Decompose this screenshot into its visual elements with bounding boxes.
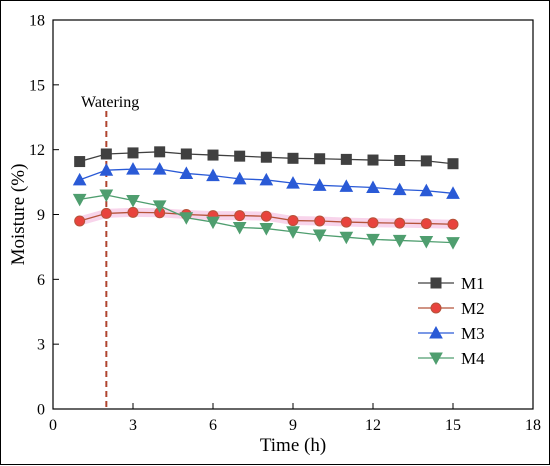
series-m2-point-11 [340, 216, 352, 228]
series-m2-point-9 [287, 215, 299, 227]
series-m2-point-1 [74, 215, 86, 227]
series-m3-point-15 [446, 186, 460, 199]
x-tick-label-6: 6 [209, 417, 217, 434]
y-axis-title: Moisture (%) [8, 164, 29, 266]
legend-entry-m3: M3 [418, 324, 485, 343]
series-m1-point-12 [367, 154, 379, 166]
annotation-layer: Watering [81, 94, 139, 409]
series-m4-point-10 [312, 229, 327, 243]
series-m2-point-14 [420, 218, 432, 230]
series-m3-point-7 [232, 171, 247, 185]
legend-entry-m4: M4 [418, 349, 485, 368]
series-m3-point-2 [99, 163, 114, 176]
series-m4-point-6 [206, 216, 220, 230]
series-m1-point-6 [207, 149, 219, 161]
series-m1-point-2 [100, 148, 112, 160]
series-m3-point-10 [312, 178, 327, 191]
x-tick-label-3: 3 [129, 417, 137, 434]
legend-swatch-marker [429, 325, 443, 339]
series-m3-point-11 [339, 179, 354, 192]
series-m4-point-4 [152, 200, 167, 213]
series-m1-point-10 [314, 153, 326, 165]
y-tick-label-9: 9 [37, 207, 45, 224]
y-tick-label-18: 18 [29, 13, 45, 30]
series-m1-point-1 [74, 156, 86, 168]
axes-layer: 0 3 6 9 12 15 18 0 3 6 9 12 15 18 [29, 13, 541, 435]
y-tick-label-3: 3 [37, 337, 45, 354]
series-m1-point-4 [154, 146, 166, 158]
series-m1-point-9 [287, 152, 299, 164]
annotation-label: Watering [81, 94, 139, 111]
series-m2-point-7 [234, 210, 246, 222]
x-tick-label-12: 12 [365, 417, 381, 434]
series-m1-point-7 [234, 150, 246, 162]
series-m4-point-12 [366, 233, 380, 247]
series-m1-point-3 [127, 147, 139, 159]
series-m2-point-15 [447, 218, 459, 230]
series-m3-point-3 [126, 162, 140, 175]
series-m4-point-9 [286, 226, 300, 239]
series-m3-point-14 [419, 183, 434, 197]
series-m1-point-8 [260, 151, 272, 163]
series-m4-point-14 [419, 236, 434, 249]
legend-swatch-marker [430, 277, 442, 289]
series-m3-point-12 [366, 180, 380, 193]
series-m4-point-1 [72, 193, 87, 207]
series-m4-point-11 [339, 231, 354, 245]
series-m1 [74, 146, 459, 170]
legend-label: M2 [461, 299, 485, 318]
series-m4-point-2 [99, 189, 114, 203]
series-m3-point-1 [72, 172, 87, 186]
series-m2-point-2 [100, 207, 112, 219]
legend-label: M4 [461, 349, 485, 368]
series-m4-point-5 [179, 212, 194, 225]
series-m2-point-8 [260, 210, 272, 222]
x-tick-label-9: 9 [289, 417, 297, 434]
legend-swatch-marker [429, 352, 443, 366]
y-tick-label-12: 12 [29, 142, 45, 159]
legend-entry-m2: M2 [418, 299, 485, 318]
series-m4-point-3 [126, 194, 140, 208]
x-tick-label-15: 15 [445, 417, 461, 434]
legend: M1 M2 M3 M4 [418, 274, 485, 368]
series-m3-point-6 [206, 168, 220, 182]
series-m3-point-5 [179, 166, 194, 179]
series-m1-point-11 [340, 153, 352, 165]
series-m3-point-13 [392, 182, 407, 196]
legend-label: M1 [461, 274, 485, 293]
series-m2 [74, 206, 459, 230]
series-m1-point-14 [420, 155, 432, 167]
series-m3-point-8 [259, 172, 274, 186]
y-tick-label-0: 0 [37, 402, 45, 419]
legend-label: M3 [461, 324, 485, 343]
series-m2-point-10 [314, 215, 326, 227]
x-tick-label-18: 18 [525, 417, 541, 434]
series-m2-point-12 [367, 217, 379, 229]
series-m3-point-9 [286, 176, 300, 189]
legend-swatch-marker [430, 302, 442, 314]
series-m3-point-4 [152, 162, 167, 175]
series-m3 [72, 162, 460, 199]
series-m4-point-8 [259, 223, 274, 236]
x-axis-title: Time (h) [260, 435, 326, 456]
series-m2-point-3 [127, 206, 139, 218]
series-m2-point-13 [394, 217, 406, 229]
series-m4-point-15 [446, 237, 460, 250]
series-m4-point-7 [232, 221, 247, 235]
legend-entry-m1: M1 [418, 274, 485, 293]
series-m4-point-13 [392, 234, 407, 248]
series-layer [72, 146, 460, 250]
y-tick-label-6: 6 [37, 272, 45, 289]
series-m1-point-13 [394, 154, 406, 166]
y-tick-label-15: 15 [29, 77, 45, 94]
series-m1-point-15 [447, 158, 459, 170]
x-tick-label-0: 0 [49, 417, 57, 434]
series-m4 [72, 189, 460, 250]
series-m1-point-5 [180, 148, 192, 160]
